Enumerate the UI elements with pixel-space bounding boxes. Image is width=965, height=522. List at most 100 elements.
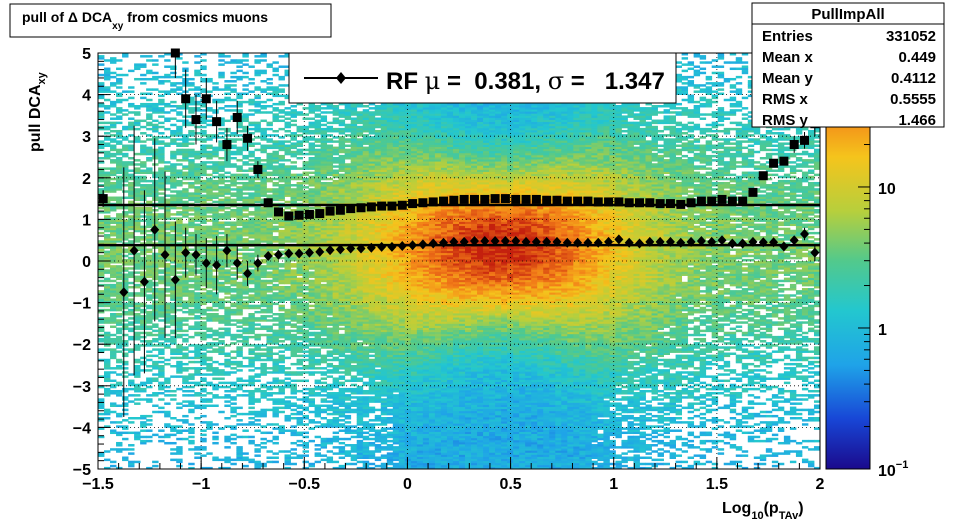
heatmap-cell xyxy=(278,169,285,172)
heatmap-cell xyxy=(170,389,177,393)
heatmap-cell xyxy=(134,192,141,195)
heatmap-cell xyxy=(236,423,243,426)
heatmap-cell xyxy=(104,466,111,469)
heatmap-cell xyxy=(332,452,340,455)
heatmap-cell xyxy=(104,417,111,420)
heatmap-cell xyxy=(266,306,273,310)
heatmap-cell xyxy=(194,109,201,112)
heatmap-cell xyxy=(134,331,141,335)
heatmap-cell xyxy=(110,392,117,395)
heatmap-cell xyxy=(134,383,141,387)
heatmap-cell xyxy=(224,211,231,214)
heatmap-cell xyxy=(158,387,165,391)
heatmap-cell xyxy=(236,109,243,112)
heatmap-cell xyxy=(188,98,195,102)
heatmap-cell xyxy=(188,233,195,237)
heatmap-cell xyxy=(260,283,267,287)
heatmap-cell xyxy=(164,258,171,262)
heatmap-cell xyxy=(188,171,195,175)
heatmap-cell xyxy=(176,304,183,308)
heatmap-cell xyxy=(206,233,213,237)
heatmap-cell xyxy=(200,362,207,366)
heatmap-cell xyxy=(170,317,177,320)
heatmap-cell xyxy=(236,406,243,410)
heatmap-cell xyxy=(314,410,322,414)
heatmap-cell xyxy=(332,348,340,351)
heatmap-cell xyxy=(332,333,340,337)
heatmap-cell xyxy=(176,362,183,366)
heatmap-cell xyxy=(290,142,297,145)
heatmap-cell xyxy=(146,365,153,368)
heatmap-cell xyxy=(254,304,261,308)
heatmap-cell xyxy=(104,373,111,376)
heatmap-cell xyxy=(320,271,328,274)
heatmap-cell xyxy=(140,77,147,81)
heatmap-cell xyxy=(242,423,249,426)
heatmap-cell xyxy=(248,225,255,229)
heatmap-cell xyxy=(140,362,147,366)
heatmap-cell xyxy=(284,261,291,264)
heatmap-cell xyxy=(218,223,225,227)
heatmap-cell xyxy=(248,362,255,366)
heatmap-cell xyxy=(122,360,129,364)
heatmap-cell xyxy=(176,225,183,229)
heatmap-cell xyxy=(224,456,231,459)
heatmap-cell xyxy=(284,288,291,291)
heatmap-cell xyxy=(122,456,129,459)
heatmap-cell xyxy=(344,429,352,432)
heatmap-cell xyxy=(146,466,153,469)
heatmap-cell xyxy=(104,254,111,258)
heatmap-cell xyxy=(290,323,297,326)
heatmap-cell xyxy=(188,231,195,235)
heatmap-cell xyxy=(170,213,177,216)
heatmap-cell xyxy=(326,192,334,195)
heatmap-cell xyxy=(332,342,340,345)
heatmap-cell xyxy=(296,269,303,272)
heatmap-cell xyxy=(338,292,346,295)
heatmap-cell xyxy=(98,412,105,416)
heatmap-cell xyxy=(326,352,334,355)
heatmap-cell xyxy=(314,315,322,318)
heatmap-cell xyxy=(254,327,261,331)
heatmap-cell xyxy=(320,107,328,110)
heatmap-cell xyxy=(158,217,165,220)
heatmap-cell xyxy=(314,179,322,183)
heatmap-cell xyxy=(218,177,225,181)
heatmap-cell xyxy=(122,327,129,331)
heatmap-cell xyxy=(170,375,177,378)
heatmap-cell xyxy=(296,454,303,457)
heatmap-cell xyxy=(224,300,231,303)
heatmap-cell xyxy=(218,119,225,123)
heatmap-cell xyxy=(344,350,352,353)
heatmap-cell xyxy=(176,283,183,287)
heatmap-cell xyxy=(272,333,279,337)
heatmap-cell xyxy=(248,329,255,333)
heatmap-cell xyxy=(158,150,165,154)
heatmap-cell xyxy=(224,460,231,464)
heatmap-cell xyxy=(266,456,273,459)
heatmap-cell xyxy=(236,267,243,270)
heatmap-cell xyxy=(110,448,117,451)
heatmap-cell xyxy=(338,261,346,264)
heatmap-cell xyxy=(146,369,153,372)
heatmap-cell xyxy=(110,308,117,312)
heatmap-cell xyxy=(206,209,213,212)
heatmap-cell xyxy=(218,342,225,345)
heatmap-cell xyxy=(158,279,165,283)
heatmap-cell xyxy=(272,296,279,299)
heatmap-cell xyxy=(314,169,322,172)
heatmap-cell xyxy=(158,331,165,335)
heatmap-cell xyxy=(236,242,243,245)
heatmap-cell xyxy=(164,169,171,172)
heatmap-cell xyxy=(260,179,267,183)
heatmap-cell xyxy=(332,327,340,331)
heatmap-cell xyxy=(326,267,334,270)
heatmap-cell xyxy=(284,385,291,389)
heatmap-cell xyxy=(152,362,159,366)
heatmap-cell xyxy=(200,387,207,391)
heatmap-cell xyxy=(326,242,334,245)
heatmap-cell xyxy=(170,123,177,127)
heatmap-cell xyxy=(116,136,123,139)
heatmap-cell xyxy=(188,317,195,320)
